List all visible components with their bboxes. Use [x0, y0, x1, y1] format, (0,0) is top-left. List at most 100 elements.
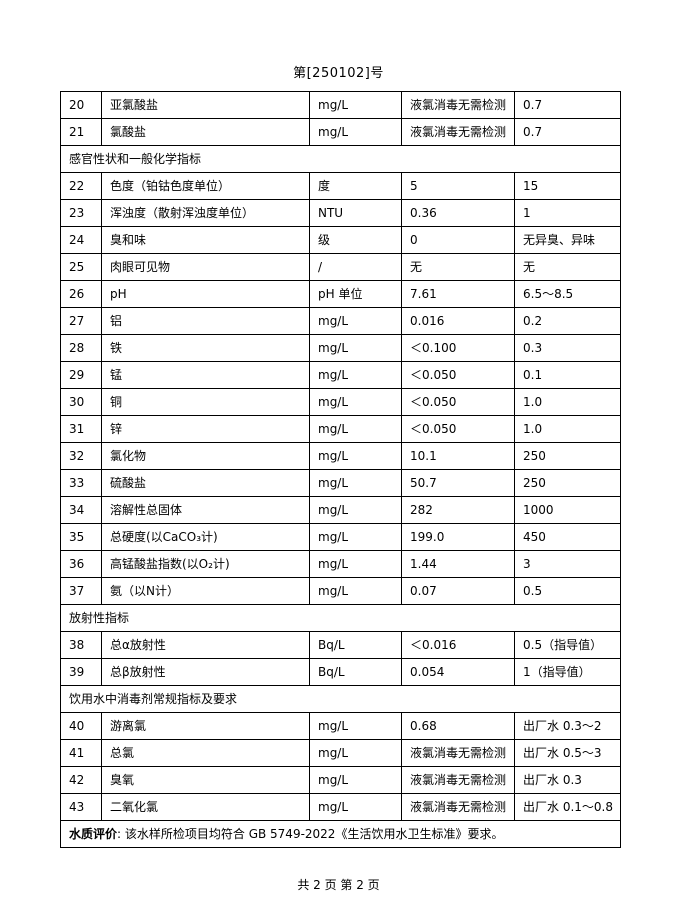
table-row: 35 总硬度(以CaCO₃计) mg/L 199.0 450	[60, 523, 621, 551]
limit-value: 出厂水 0.3	[514, 766, 621, 794]
limit-value: 1	[514, 199, 621, 227]
limit-value: 250	[514, 469, 621, 497]
unit-value: mg/L	[309, 469, 402, 497]
table-row: 36 高锰酸盐指数(以O₂计) mg/L 1.44 3	[60, 550, 621, 578]
table-row: 26 pH pH 单位 7.61 6.5～8.5	[60, 280, 621, 308]
unit-value: mg/L	[309, 415, 402, 443]
unit-value: NTU	[309, 199, 402, 227]
section-row: 饮用水中消毒剂常规指标及要求	[60, 685, 621, 713]
unit-value: mg/L	[309, 793, 402, 821]
unit-value: mg/L	[309, 307, 402, 335]
table-row: 43 二氧化氯 mg/L 液氯消毒无需检测 出厂水 0.1～0.8	[60, 793, 621, 821]
measured-value: ＜0.050	[401, 415, 515, 443]
row-no: 23	[60, 199, 102, 227]
measured-value: 282	[401, 496, 515, 524]
measured-value: ＜0.050	[401, 388, 515, 416]
param-name: 二氧化氯	[101, 793, 310, 821]
measured-value: 0.36	[401, 199, 515, 227]
table-row: 25 肉眼可见物 / 无无	[60, 253, 621, 281]
param-name: 锰	[101, 361, 310, 389]
unit-value: mg/L	[309, 550, 402, 578]
param-name: 总硬度(以CaCO₃计)	[101, 523, 310, 551]
limit-value: 0.2	[514, 307, 621, 335]
limit-value: 出厂水 0.1～0.8	[514, 793, 621, 821]
table-row: 24 臭和味级 0 无异臭、异味	[60, 226, 621, 254]
unit-value: 级	[309, 226, 402, 254]
limit-value: 1.0	[514, 388, 621, 416]
param-name: 铜	[101, 388, 310, 416]
row-no: 28	[60, 334, 102, 362]
table-row: 27 铝 mg/L 0.016 0.2	[60, 307, 621, 335]
unit-value: mg/L	[309, 442, 402, 470]
row-no: 40	[60, 712, 102, 740]
param-name: 亚氯酸盐	[101, 91, 310, 119]
param-name: 氯酸盐	[101, 118, 310, 146]
section-label: 感官性状和一般化学指标	[60, 145, 621, 173]
limit-value: 6.5～8.5	[514, 280, 621, 308]
limit-value: 1（指导值）	[514, 658, 621, 686]
table-row: 28 铁 mg/L ＜0.100 0.3	[60, 334, 621, 362]
row-no: 38	[60, 631, 102, 659]
table-row: 38 总α放射性 Bq/L ＜0.016 0.5（指导值）	[60, 631, 621, 659]
evaluation-text: : 该水样所检项目均符合 GB 5749-2022《生活饮用水卫生标准》要求。	[117, 827, 504, 841]
unit-value: mg/L	[309, 766, 402, 794]
row-no: 42	[60, 766, 102, 794]
param-name: 铁	[101, 334, 310, 362]
section-row: 感官性状和一般化学指标	[60, 145, 621, 173]
limit-value: 0.5	[514, 577, 621, 605]
param-name: 总α放射性	[101, 631, 310, 659]
table-row: 22 色度（铂钴色度单位）度 5 15	[60, 172, 621, 200]
param-name: pH	[101, 280, 310, 308]
unit-value: mg/L	[309, 496, 402, 524]
section-label: 放射性指标	[60, 604, 621, 632]
param-name: 肉眼可见物	[101, 253, 310, 281]
unit-value: Bq/L	[309, 658, 402, 686]
results-table-body: 20 亚氯酸盐 mg/L 液氯消毒无需检测 0.7 21 氯酸盐 mg/L 液氯消毒无需检测 0.…	[60, 91, 621, 848]
row-no: 35	[60, 523, 102, 551]
param-name: 浑浊度（散射浑浊度单位）	[101, 199, 310, 227]
table-row: 41 总氯 mg/L 液氯消毒无需检测 出厂水 0.5～3	[60, 739, 621, 767]
row-no: 30	[60, 388, 102, 416]
measured-value: 液氯消毒无需检测	[401, 739, 515, 767]
table-row: 21 氯酸盐 mg/L 液氯消毒无需检测 0.7	[60, 118, 621, 146]
table-row: 31 锌 mg/L ＜0.050 1.0	[60, 415, 621, 443]
measured-value: ＜0.050	[401, 361, 515, 389]
unit-value: 度	[309, 172, 402, 200]
limit-value: 250	[514, 442, 621, 470]
measured-value: 0.016	[401, 307, 515, 335]
table-row: 30 铜 mg/L ＜0.050 1.0	[60, 388, 621, 416]
evaluation-cell: 水质评价: 该水样所检项目均符合 GB 5749-2022《生活饮用水卫生标准》…	[60, 820, 621, 848]
row-no: 32	[60, 442, 102, 470]
doc-number: 第[250102]号	[293, 66, 384, 81]
limit-value: 出厂水 0.3～2	[514, 712, 621, 740]
limit-value: 1.0	[514, 415, 621, 443]
table-row: 32 氯化物 mg/L 10.1 250	[60, 442, 621, 470]
unit-value: pH 单位	[309, 280, 402, 308]
table-row: 39 总β放射性 Bq/L 0.054 1（指导值）	[60, 658, 621, 686]
table-row: 23 浑浊度（散射浑浊度单位） NTU 0.36 1	[60, 199, 621, 227]
measured-value: 液氯消毒无需检测	[401, 766, 515, 794]
limit-value: 450	[514, 523, 621, 551]
param-name: 铝	[101, 307, 310, 335]
unit-value: mg/L	[309, 91, 402, 119]
table-row: 33 硫酸盐 mg/L 50.7 250	[60, 469, 621, 497]
unit-value: Bq/L	[309, 631, 402, 659]
table-row: 40 游离氯 mg/L 0.68 出厂水 0.3～2	[60, 712, 621, 740]
measured-value: 7.61	[401, 280, 515, 308]
limit-value: 3	[514, 550, 621, 578]
unit-value: mg/L	[309, 388, 402, 416]
table-row: 37 氨（以N计） mg/L 0.07 0.5	[60, 577, 621, 605]
measured-value: ＜0.100	[401, 334, 515, 362]
param-name: 氨（以N计）	[101, 577, 310, 605]
param-name: 臭氧	[101, 766, 310, 794]
table-row: 20 亚氯酸盐 mg/L 液氯消毒无需检测 0.7	[60, 91, 621, 119]
row-no: 31	[60, 415, 102, 443]
measured-value: 0.054	[401, 658, 515, 686]
limit-value: 出厂水 0.5～3	[514, 739, 621, 767]
row-no: 36	[60, 550, 102, 578]
table-row: 42 臭氧 mg/L 液氯消毒无需检测 出厂水 0.3	[60, 766, 621, 794]
measured-value: 液氯消毒无需检测	[401, 118, 515, 146]
page-footer: 共 2 页 第 2 页	[297, 878, 380, 892]
limit-value: 0.7	[514, 118, 621, 146]
measured-value: 50.7	[401, 469, 515, 497]
